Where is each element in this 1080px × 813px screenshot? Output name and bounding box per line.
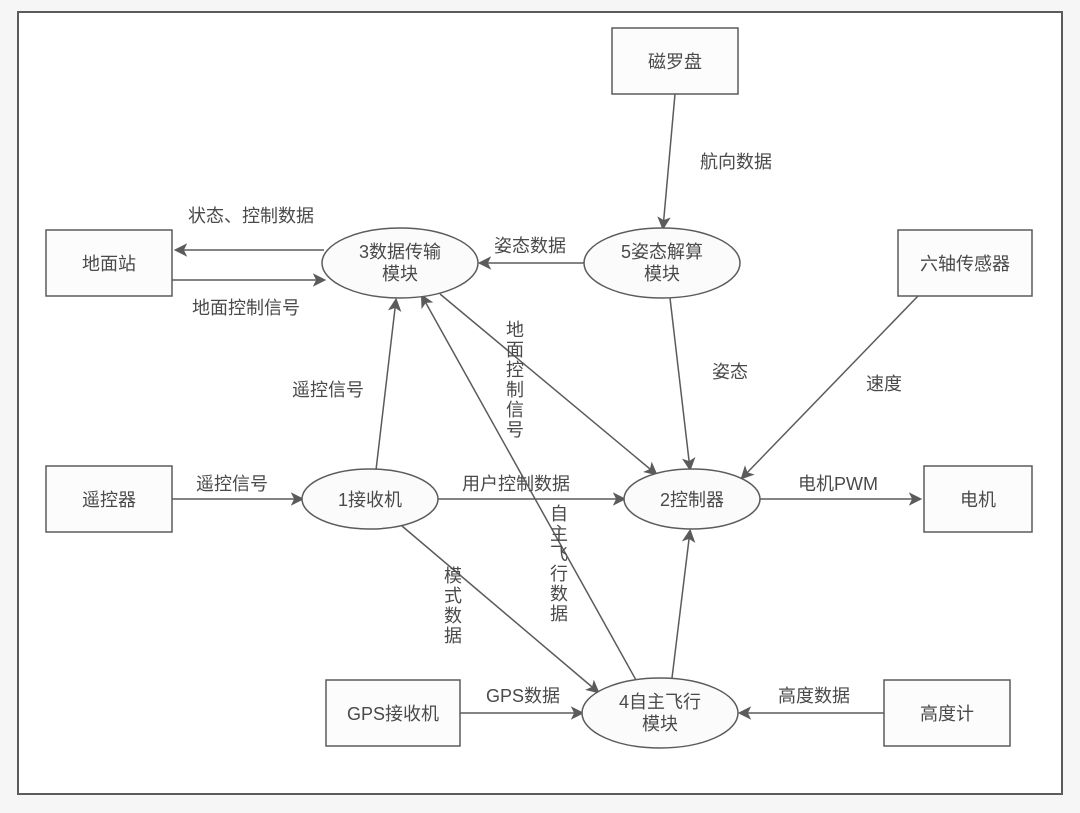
svg-text:2控制器: 2控制器: [660, 490, 724, 510]
node-5-attitude-solver: 5姿态解算 模块: [584, 228, 740, 298]
edge-label: 地面控制信号: [192, 298, 300, 318]
node-1-receiver: 1接收机: [302, 469, 438, 529]
svg-text:磁罗盘: 磁罗盘: [648, 52, 702, 72]
edge-label: 地面控制信号: [504, 320, 524, 440]
node-six-axis-sensor: 六轴传感器: [898, 230, 1032, 296]
svg-text:地面站: 地面站: [82, 254, 136, 274]
svg-text:模块: 模块: [382, 264, 418, 284]
node-4-autonomous-flight: 4自主飞行 模块: [582, 678, 738, 748]
flow-diagram: 航向数据 状态、控制数据 地面控制信号 姿态数据 姿态 速度 遥控信号 地面控制…: [0, 0, 1080, 813]
svg-text:高度计: 高度计: [920, 704, 974, 724]
node-2-controller: 2控制器: [624, 469, 760, 529]
edge-label: 航向数据: [700, 152, 772, 172]
node-gps-receiver: GPS接收机: [326, 680, 460, 746]
edge-label: 遥控信号: [196, 474, 268, 494]
edge-label: 姿态: [712, 362, 748, 382]
edge-label: 模式数据: [442, 566, 462, 646]
svg-text:遥控器: 遥控器: [82, 490, 136, 510]
node-ground-station: 地面站: [46, 230, 172, 296]
svg-text:5姿态解算: 5姿态解算: [621, 242, 703, 262]
svg-text:1接收机: 1接收机: [338, 490, 402, 510]
svg-text:电机: 电机: [960, 490, 996, 510]
svg-text:六轴传感器: 六轴传感器: [920, 254, 1010, 274]
edge-label: 自主飞行数据: [548, 504, 568, 624]
svg-text:模块: 模块: [644, 264, 680, 284]
svg-text:模块: 模块: [642, 714, 678, 734]
svg-text:4自主飞行: 4自主飞行: [619, 692, 701, 712]
svg-text:3数据传输: 3数据传输: [359, 242, 441, 262]
edge-label: GPS数据: [486, 686, 560, 706]
edge-label: 高度数据: [778, 686, 850, 706]
node-motor: 电机: [924, 466, 1032, 532]
edge-label: 用户控制数据: [462, 474, 570, 494]
edge-label: 速度: [866, 374, 902, 394]
node-3-data-transmission: 3数据传输 模块: [322, 228, 478, 298]
node-compass: 磁罗盘: [612, 28, 738, 94]
edge-label: 电机PWM: [798, 474, 878, 494]
edge-label: 姿态数据: [494, 236, 566, 256]
node-altimeter: 高度计: [884, 680, 1010, 746]
node-remote-controller: 遥控器: [46, 466, 172, 532]
outer-frame: [18, 12, 1062, 794]
edge-label: 遥控信号: [292, 380, 364, 400]
svg-text:GPS接收机: GPS接收机: [347, 704, 439, 724]
edge-label: 状态、控制数据: [188, 206, 314, 226]
